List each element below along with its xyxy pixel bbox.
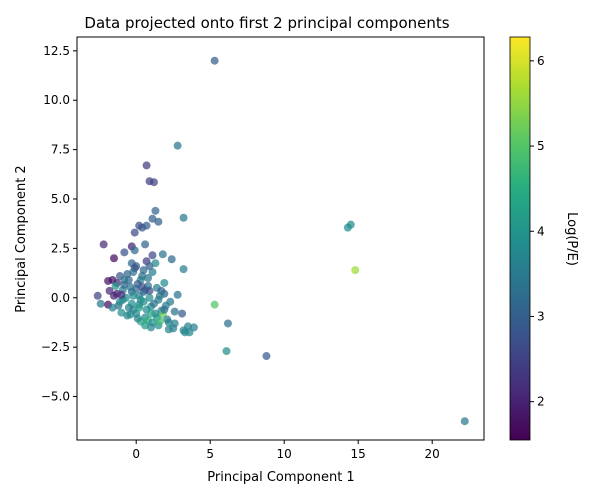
scatter-point: [179, 265, 188, 274]
scatter-point: [138, 282, 147, 291]
scatter-point: [117, 290, 126, 299]
scatter-point: [346, 220, 355, 229]
scatter-point: [136, 295, 145, 304]
scatter-point: [158, 250, 167, 259]
scatter-point: [120, 248, 129, 257]
scatter-point: [99, 240, 108, 249]
scatter-point: [151, 206, 160, 215]
x-tick-label: 0: [132, 447, 140, 461]
scatter-point: [108, 303, 117, 312]
colorbar-tick-label: 2: [537, 395, 545, 409]
scatter-point: [155, 291, 164, 300]
plot-frame: [76, 36, 485, 441]
scatter-point: [154, 217, 163, 226]
scatter-point: [148, 268, 157, 277]
scatter-point: [126, 310, 135, 319]
y-tick-label: 5.0: [51, 192, 70, 206]
x-tick-label: 15: [351, 447, 366, 461]
scatter-point: [351, 266, 360, 275]
scatter-point: [145, 262, 154, 271]
scatter-point: [148, 214, 157, 223]
scatter-point: [142, 161, 151, 170]
scatter-point: [210, 56, 219, 65]
scatter-point: [170, 307, 179, 316]
scatter-point: [138, 223, 147, 232]
scatter-point: [147, 309, 155, 318]
scatter-point: [129, 291, 138, 300]
x-tick-label: 20: [425, 447, 440, 461]
colorbar-tick-label: 4: [537, 224, 545, 238]
colorbar-tick-label: 3: [537, 309, 545, 323]
scatter-point: [169, 324, 178, 333]
scatter-point: [120, 275, 129, 284]
scatter-point: [135, 303, 144, 312]
y-tick-label: 2.5: [51, 241, 70, 255]
chart-title: Data projected onto first 2 principal co…: [84, 14, 449, 32]
scatter-point: [93, 291, 102, 300]
colorbar-ticks: 2 3 4 5 6: [530, 54, 545, 409]
scatter-point: [133, 314, 142, 323]
y-axis-ticks: −5.0 −2.5 0.0 2.5 5.0 7.5 10.0 12.5: [41, 44, 77, 404]
scatter-point: [151, 259, 160, 268]
scatter-point: [210, 300, 219, 309]
scatter-point: [130, 228, 139, 237]
scatter-point: [149, 299, 158, 308]
scatter-point: [262, 352, 271, 361]
scatter-point: [223, 319, 232, 328]
colorbar-tick-label: 5: [537, 139, 545, 153]
scatter-point: [149, 178, 158, 187]
scatter-point: [179, 213, 188, 222]
x-tick-label: 10: [277, 447, 292, 461]
scatter-point: [178, 309, 187, 318]
scatter-point: [185, 328, 194, 337]
scatter-point: [111, 281, 120, 290]
scatter-point: [139, 266, 148, 275]
scatter-point: [144, 274, 153, 283]
scatter-point: [222, 347, 231, 356]
colorbar-label: Log(P/E): [564, 212, 579, 266]
scatter-point: [117, 308, 126, 317]
scatter-point: [123, 270, 132, 279]
scatter-point: [173, 290, 182, 299]
y-tick-label: 0.0: [51, 291, 70, 305]
scatter-point: [155, 317, 164, 326]
scatter-point: [160, 278, 169, 287]
y-tick-label: 7.5: [51, 143, 70, 157]
scatter-point: [145, 286, 154, 295]
scatter-point: [132, 262, 141, 271]
scatter-point: [130, 246, 139, 255]
scatter-point: [110, 254, 118, 263]
scatter-point: [173, 141, 182, 150]
y-tick-label: 10.0: [43, 93, 70, 107]
scatter-point: [115, 297, 124, 306]
colorbar: [509, 36, 531, 441]
y-tick-label: −5.0: [41, 390, 70, 404]
scatter-point: [460, 417, 469, 426]
y-tick-label: −2.5: [41, 340, 70, 354]
scatter-point: [167, 255, 176, 264]
x-tick-label: 5: [206, 447, 214, 461]
scatter-point: [141, 240, 150, 249]
scatter-points: [93, 56, 469, 426]
scatter-point: [96, 299, 105, 308]
scatter-point: [160, 305, 169, 314]
y-tick-label: 12.5: [43, 44, 70, 58]
scatter-point: [148, 251, 157, 260]
scatter-point: [166, 297, 175, 306]
x-axis-label: Principal Component 1: [207, 470, 354, 485]
y-axis-label: Principal Component 2: [14, 165, 29, 312]
scatter-point: [145, 293, 154, 302]
scatter-point: [164, 318, 173, 327]
colorbar-tick-label: 6: [537, 54, 545, 68]
scatter-point: [147, 323, 155, 332]
x-axis-ticks: 0 5 10 15 20: [132, 440, 440, 461]
